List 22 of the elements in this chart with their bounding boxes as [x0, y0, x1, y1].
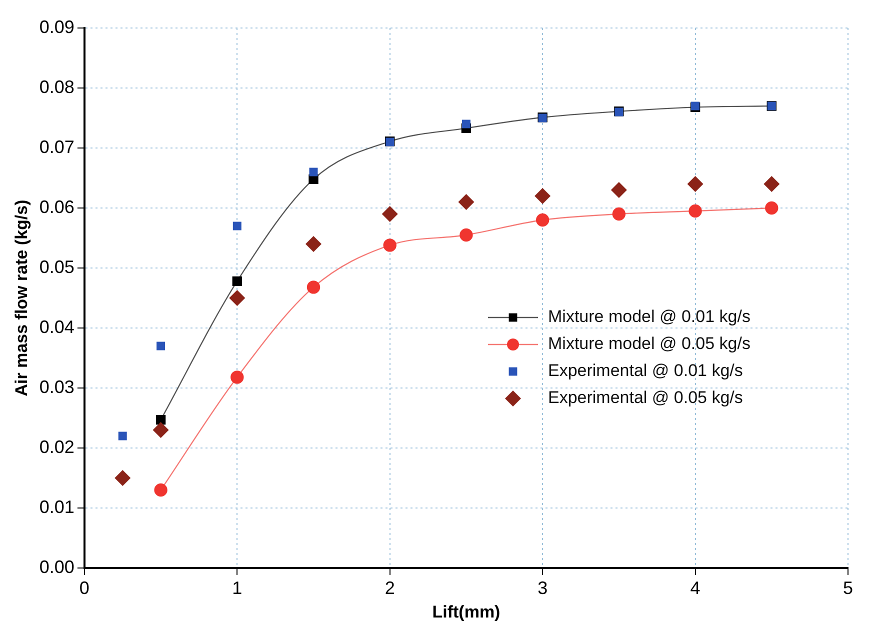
y-tick-label: 0.08: [39, 76, 74, 97]
y-tick-label: 0.06: [39, 196, 74, 217]
y-tick-label: 0.07: [39, 136, 74, 157]
x-tick-label: 3: [538, 578, 548, 598]
legend-label: Mixture model @ 0.01 kg/s: [548, 307, 750, 326]
y-tick-label: 0.04: [39, 316, 74, 337]
legend-label: Experimental @ 0.01 kg/s: [548, 361, 743, 380]
y-tick-label: 0.09: [39, 16, 74, 37]
legend-label: Mixture model @ 0.05 kg/s: [548, 334, 750, 354]
x-axis-title: Lift(mm): [432, 602, 500, 622]
x-tick-label: 5: [842, 578, 854, 598]
x-tick-label: 2: [384, 578, 395, 598]
y-tick-label: 0.00: [39, 556, 74, 577]
y-axis-title: Air mass flow rate (kg/s): [12, 200, 31, 396]
legend-label: Experimental @ 0.05 kg/s: [548, 388, 743, 408]
y-tick-label: 0.02: [39, 436, 74, 457]
x-tick-label: 0: [79, 578, 90, 598]
y-tick-label: 0.03: [39, 376, 74, 397]
y-tick-label: 0.01: [39, 496, 74, 517]
x-tick-label: 1: [232, 578, 242, 598]
x-tick-label: 4: [690, 578, 700, 598]
y-tick-label: 0.05: [39, 256, 74, 277]
